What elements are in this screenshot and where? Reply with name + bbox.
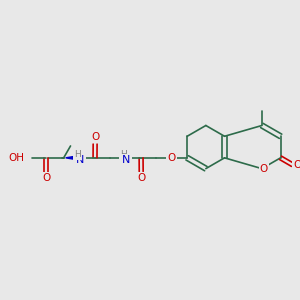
Text: OH: OH <box>8 153 25 163</box>
Text: O: O <box>167 153 175 163</box>
Text: O: O <box>42 173 50 183</box>
Text: N: N <box>76 155 85 165</box>
Text: N: N <box>122 155 130 165</box>
Text: H: H <box>120 150 127 159</box>
Text: O: O <box>137 173 145 183</box>
Text: H: H <box>74 150 81 159</box>
Text: O: O <box>260 164 268 174</box>
Polygon shape <box>66 156 74 159</box>
Text: O: O <box>91 132 99 142</box>
Text: O: O <box>293 160 300 170</box>
